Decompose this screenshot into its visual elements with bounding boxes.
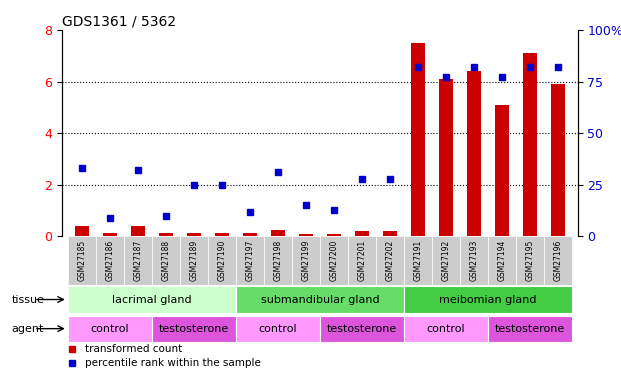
Text: submandibular gland: submandibular gland — [260, 294, 379, 304]
Bar — [187, 232, 201, 236]
Bar — [523, 53, 537, 236]
Text: GSM27185: GSM27185 — [77, 240, 86, 281]
Text: GSM27190: GSM27190 — [217, 240, 226, 281]
Text: testosterone: testosterone — [158, 324, 229, 334]
Bar — [75, 226, 89, 236]
Bar — [320, 315, 404, 342]
Bar — [131, 226, 145, 236]
Text: GSM27193: GSM27193 — [469, 240, 478, 281]
Bar — [102, 232, 117, 236]
Bar — [432, 236, 460, 285]
Bar — [243, 232, 257, 236]
Bar — [439, 79, 453, 236]
Bar — [411, 43, 425, 236]
Bar — [68, 315, 152, 342]
Bar — [383, 231, 397, 236]
Text: GSM27192: GSM27192 — [442, 240, 450, 281]
Text: GSM27191: GSM27191 — [414, 240, 422, 281]
Text: GSM27201: GSM27201 — [357, 240, 366, 281]
Text: meibomian gland: meibomian gland — [439, 294, 537, 304]
Text: GSM27186: GSM27186 — [105, 240, 114, 281]
Text: GSM27187: GSM27187 — [134, 240, 142, 281]
Text: control: control — [91, 324, 129, 334]
Bar — [376, 236, 404, 285]
Text: GSM27189: GSM27189 — [189, 240, 198, 281]
Text: control: control — [427, 324, 465, 334]
Text: GSM27194: GSM27194 — [497, 240, 506, 281]
Bar — [516, 236, 544, 285]
Text: control: control — [258, 324, 297, 334]
Bar — [327, 234, 341, 236]
Bar — [152, 315, 236, 342]
Bar — [124, 236, 152, 285]
Text: GSM27196: GSM27196 — [553, 240, 563, 281]
Bar — [467, 71, 481, 236]
Bar — [551, 84, 565, 236]
Text: GSM27197: GSM27197 — [245, 240, 254, 281]
Bar — [96, 236, 124, 285]
Text: GSM27188: GSM27188 — [161, 240, 170, 281]
Text: testosterone: testosterone — [327, 324, 397, 334]
Text: agent: agent — [12, 324, 44, 334]
Bar — [264, 236, 292, 285]
Bar — [152, 236, 179, 285]
Bar — [404, 236, 432, 285]
Bar — [236, 315, 320, 342]
Text: percentile rank within the sample: percentile rank within the sample — [85, 358, 261, 368]
Text: tissue: tissue — [12, 294, 45, 304]
Text: GDS1361 / 5362: GDS1361 / 5362 — [62, 15, 176, 29]
Text: GSM27195: GSM27195 — [525, 240, 535, 281]
Bar — [215, 232, 229, 236]
Bar — [544, 236, 572, 285]
Text: GSM27200: GSM27200 — [329, 240, 338, 281]
Bar — [404, 286, 572, 313]
Text: GSM27199: GSM27199 — [301, 240, 310, 281]
Bar — [299, 234, 313, 236]
Bar — [208, 236, 236, 285]
Bar — [488, 315, 572, 342]
Bar — [292, 236, 320, 285]
Text: lacrimal gland: lacrimal gland — [112, 294, 191, 304]
Bar — [404, 315, 488, 342]
Text: testosterone: testosterone — [495, 324, 565, 334]
Bar — [460, 236, 488, 285]
Bar — [236, 286, 404, 313]
Bar — [68, 236, 96, 285]
Text: GSM27202: GSM27202 — [386, 240, 394, 281]
Bar — [348, 236, 376, 285]
Bar — [495, 105, 509, 236]
Bar — [355, 231, 369, 236]
Text: transformed count: transformed count — [85, 344, 183, 354]
Bar — [159, 232, 173, 236]
Bar — [179, 236, 208, 285]
Bar — [236, 236, 264, 285]
Bar — [271, 230, 285, 236]
Text: GSM27198: GSM27198 — [273, 240, 283, 281]
Bar — [68, 286, 236, 313]
Bar — [488, 236, 516, 285]
Bar — [320, 236, 348, 285]
